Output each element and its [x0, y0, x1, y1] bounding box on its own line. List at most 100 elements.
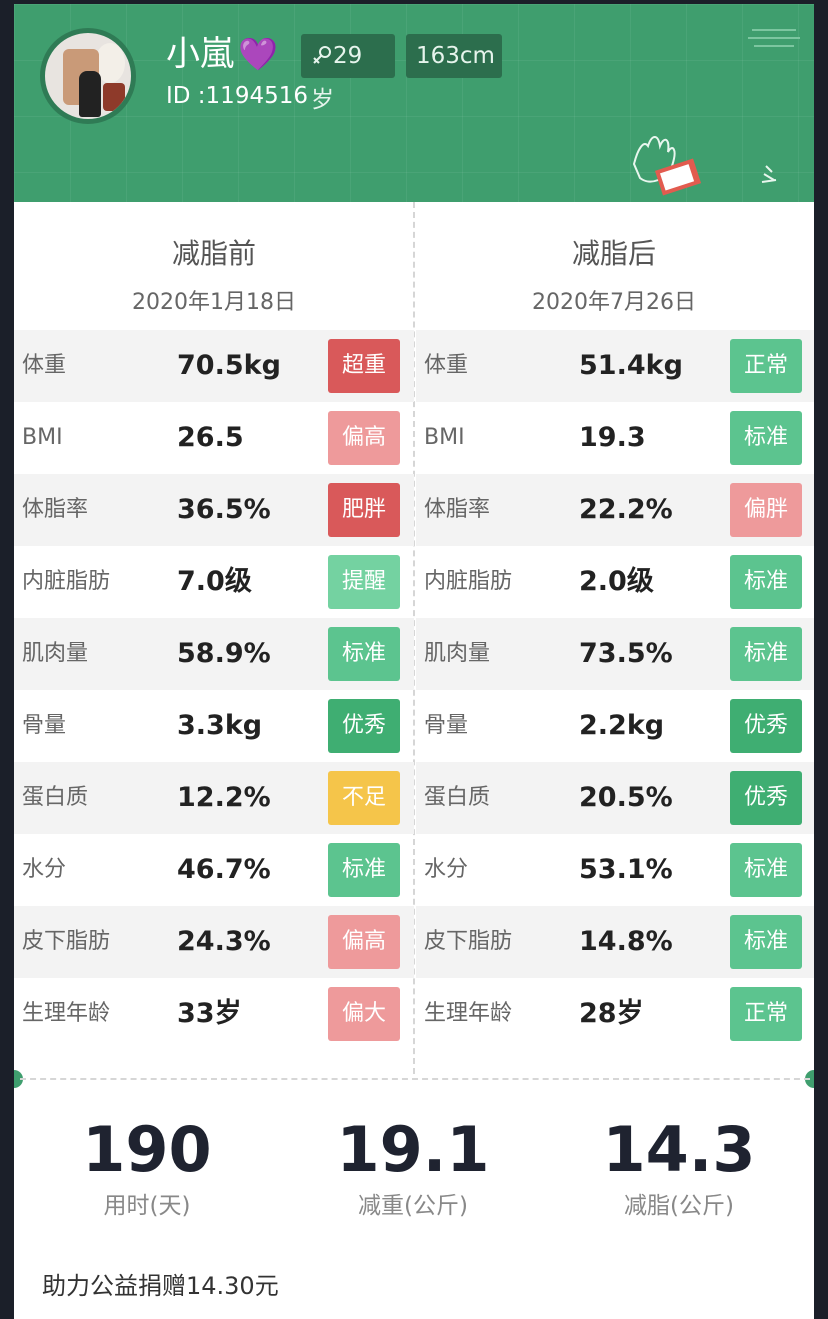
stat-label: 减脂(公斤)	[624, 1193, 734, 1219]
metric-value: 70.5kg	[177, 350, 281, 381]
metric-label: 内脏脂肪	[22, 569, 111, 594]
status-badge: 偏高	[328, 915, 400, 969]
metric-label: 皮下脂肪	[22, 929, 111, 954]
status-badge: 正常	[730, 987, 802, 1041]
metric-label: 骨量	[424, 713, 469, 738]
before-metrics-list: 体重 70.5kg 超重 BMI 26.5 偏高 体脂率 36.5% 肥胖 内脏脂肪 7.0级 提醒肌…	[14, 330, 414, 1050]
metric-row: 皮下脂肪 24.3% 偏高	[14, 906, 414, 978]
status-badge: 标准	[730, 843, 802, 897]
metric-label: 体重	[424, 353, 469, 378]
profile-header: 小嵐 💜 ID :1194516 29岁 163cm	[14, 4, 814, 202]
metric-row: BMI 26.5 偏高	[14, 402, 414, 474]
metric-value: 28岁	[579, 998, 644, 1029]
metric-label: BMI	[22, 425, 63, 450]
metric-label: 肌肉量	[424, 641, 491, 666]
metric-label: 内脏脂肪	[424, 569, 513, 594]
metric-row: 体脂率 36.5% 肥胖	[14, 474, 414, 546]
metric-value: 22.2%	[579, 494, 673, 525]
status-badge: 标准	[730, 627, 802, 681]
stat-days: 190 用时(天)	[14, 1112, 280, 1224]
metric-label: 皮下脂肪	[424, 929, 513, 954]
metric-row: 骨量 2.2kg 优秀	[416, 690, 814, 762]
metric-value: 33岁	[177, 998, 242, 1029]
metric-label: 水分	[22, 857, 67, 882]
metric-value: 73.5%	[579, 638, 673, 669]
after-metrics-list: 体重 51.4kg 正常 BMI 19.3 标准 体脂率 22.2% 偏胖 内脏脂肪 2.0级 标准肌…	[416, 330, 814, 1050]
status-badge: 偏胖	[730, 483, 802, 537]
user-name: 小嵐 💜	[166, 34, 278, 74]
metric-label: 蛋白质	[424, 785, 491, 810]
metric-row: 蛋白质 20.5% 优秀	[416, 762, 814, 834]
metric-value: 19.3	[579, 422, 646, 453]
stat-fat-loss: 14.3 减脂(公斤)	[546, 1112, 812, 1224]
stat-label: 减重(公斤)	[358, 1193, 468, 1219]
status-badge: 超重	[328, 339, 400, 393]
metric-row: 皮下脂肪 14.8% 标准	[416, 906, 814, 978]
column-divider	[413, 202, 415, 1074]
metric-value: 7.0级	[177, 566, 252, 597]
user-id: ID :1194516	[166, 83, 308, 109]
metric-value: 20.5%	[579, 782, 673, 813]
metric-row: 水分 53.1% 标准	[416, 834, 814, 906]
status-badge: 标准	[730, 411, 802, 465]
before-title: 减脂前	[171, 237, 256, 270]
left-notch	[14, 1070, 23, 1088]
metric-value: 26.5	[177, 422, 244, 453]
height-tag: 163cm	[406, 34, 502, 78]
status-badge: 优秀	[730, 699, 802, 753]
metric-label: BMI	[424, 425, 465, 450]
status-badge: 优秀	[730, 771, 802, 825]
metric-value: 51.4kg	[579, 350, 683, 381]
stat-value: 190	[82, 1113, 212, 1186]
metric-value: 46.7%	[177, 854, 271, 885]
metric-value: 53.1%	[579, 854, 673, 885]
before-date: 2020年1月18日	[132, 290, 296, 315]
age-tag: 29岁	[301, 34, 395, 113]
avatar[interactable]	[40, 28, 136, 124]
metric-label: 生理年龄	[424, 1001, 513, 1026]
metric-row: 蛋白质 12.2% 不足	[14, 762, 414, 834]
metric-label: 体脂率	[22, 497, 89, 522]
metric-row: 体重 70.5kg 超重	[14, 330, 414, 402]
metric-label: 体重	[22, 353, 67, 378]
metric-row: 内脏脂肪 7.0级 提醒	[14, 546, 414, 618]
stat-weight-loss: 19.1 减重(公斤)	[280, 1112, 546, 1224]
stat-value: 19.1	[336, 1113, 490, 1186]
donation-note: 助力公益捐赠14.30元	[42, 1272, 279, 1300]
metric-value: 24.3%	[177, 926, 271, 957]
status-badge: 肥胖	[328, 483, 400, 537]
stat-label: 用时(天)	[103, 1193, 191, 1219]
metric-value: 12.2%	[177, 782, 271, 813]
summary-divider	[20, 1078, 810, 1080]
metric-row: 肌肉量 73.5% 标准	[416, 618, 814, 690]
heart-emoji: 💜	[238, 35, 278, 73]
metric-label: 生理年龄	[22, 1001, 111, 1026]
status-badge: 标准	[730, 915, 802, 969]
metric-row: 体脂率 22.2% 偏胖	[416, 474, 814, 546]
metric-value: 2.0级	[579, 566, 654, 597]
metric-label: 体脂率	[424, 497, 491, 522]
metric-value: 36.5%	[177, 494, 271, 525]
report-card: 小嵐 💜 ID :1194516 29岁 163cm 减脂前 2020年1月18日…	[14, 4, 814, 1319]
metric-row: 骨量 3.3kg 优秀	[14, 690, 414, 762]
hand-book-decoration-icon	[632, 136, 777, 196]
status-badge: 标准	[328, 627, 400, 681]
status-badge: 偏大	[328, 987, 400, 1041]
status-badge: 不足	[328, 771, 400, 825]
metric-row: 生理年龄 33岁 偏大	[14, 978, 414, 1050]
metric-value: 3.3kg	[177, 710, 263, 741]
status-badge: 标准	[328, 843, 400, 897]
metric-row: 水分 46.7% 标准	[14, 834, 414, 906]
metric-row: 肌肉量 58.9% 标准	[14, 618, 414, 690]
metric-row: 内脏脂肪 2.0级 标准	[416, 546, 814, 618]
status-badge: 标准	[730, 555, 802, 609]
status-badge: 偏高	[328, 411, 400, 465]
metric-label: 肌肉量	[22, 641, 89, 666]
status-badge: 优秀	[328, 699, 400, 753]
metric-value: 2.2kg	[579, 710, 665, 741]
metric-label: 骨量	[22, 713, 67, 738]
status-badge: 正常	[730, 339, 802, 393]
metric-row: 体重 51.4kg 正常	[416, 330, 814, 402]
metric-row: 生理年龄 28岁 正常	[416, 978, 814, 1050]
after-title: 减脂后	[571, 237, 656, 270]
